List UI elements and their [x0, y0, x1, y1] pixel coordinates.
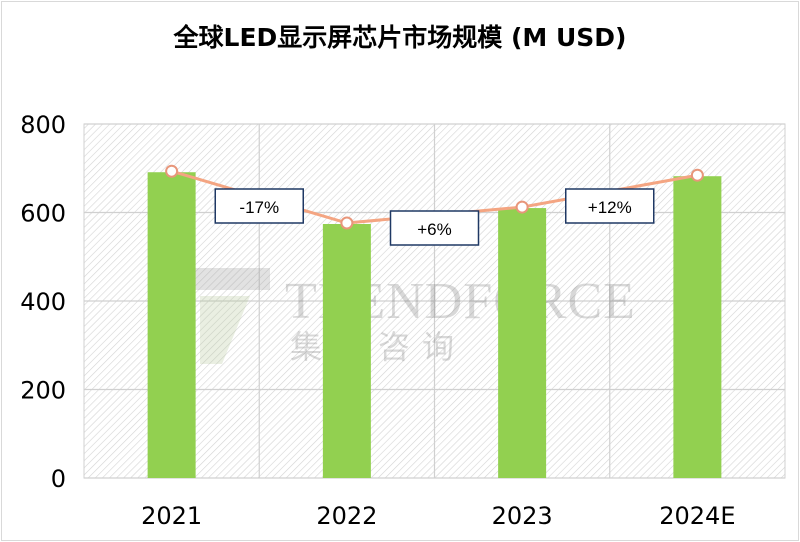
change-label-box: [389, 210, 480, 246]
bar-2024E: [673, 176, 722, 478]
change-label: +6%: [417, 220, 452, 239]
bar-2023: [498, 208, 547, 478]
y-tick-label: 800: [20, 111, 66, 139]
x-tick-label: 2024E: [659, 502, 735, 530]
x-tick-label: 2022: [316, 502, 377, 530]
change-label-box: [565, 188, 655, 224]
change-label: -17%: [239, 198, 279, 217]
x-tick-label: 2023: [492, 502, 553, 530]
bar-2021: [147, 172, 196, 479]
change-label: +12%: [588, 198, 632, 217]
svg-text:集邦咨询: 集邦咨询: [290, 328, 466, 366]
y-tick-label: 400: [20, 288, 66, 316]
trend-point: [165, 164, 179, 178]
trend-point: [690, 168, 704, 182]
y-tick-label: 600: [20, 200, 66, 228]
change-label-box: [214, 188, 304, 224]
bar-2022: [322, 224, 371, 478]
chart-title: 全球LED显示屏芯片市场规模 (M USD): [173, 23, 627, 52]
trend-point: [340, 216, 354, 230]
y-tick-label: 0: [51, 465, 66, 493]
x-tick-label: 2021: [141, 502, 202, 530]
trend-point: [515, 200, 529, 214]
y-tick-label: 200: [20, 377, 66, 405]
